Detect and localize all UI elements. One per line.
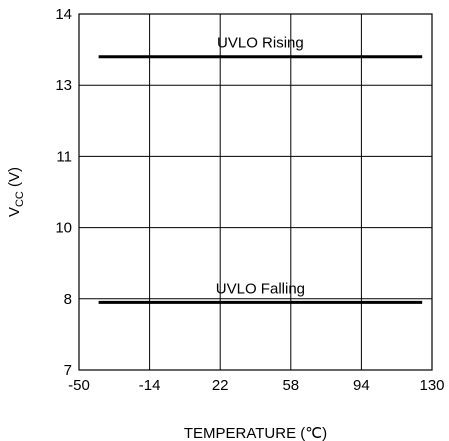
plot-frame [78,13,433,371]
series-label-2: UVLO Falling [216,280,305,297]
series-label-1: UVLO Rising [217,35,304,52]
y-axis-title-main: V [6,207,23,217]
x-tick-label: 22 [212,377,229,394]
y-tick-label: 13 [55,77,72,94]
y-tick-label: 14 [55,6,72,23]
x-tick-label: -14 [139,377,161,394]
y-tick-label: 8 [64,291,72,308]
chart-grid [79,14,432,370]
x-tick-label: -50 [68,377,90,394]
y-axis-title-unit: (V) [6,167,23,191]
y-tick-label: 10 [55,220,72,237]
y-tick-label: 7 [64,362,72,379]
y-axis-title: VCC (V) [6,167,26,217]
series-labels: UVLO Rising UVLO Falling [216,35,305,298]
y-tick-labels: 7 8 10 11 13 14 [55,6,72,379]
x-tick-label: 94 [353,377,370,394]
series-lines [98,55,423,304]
x-axis-title: TEMPERATURE (℃) [184,425,327,441]
x-tick-labels: -50 -14 22 58 94 130 [68,377,444,394]
y-axis-title-subscript: CC [14,191,26,207]
x-tick-label: 58 [282,377,299,394]
y-tick-label: 11 [56,148,72,165]
x-tick-label: 130 [419,377,444,394]
